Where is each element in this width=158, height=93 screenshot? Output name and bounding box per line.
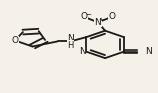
Text: H: H bbox=[67, 41, 73, 50]
Text: N: N bbox=[79, 47, 86, 56]
Text: O: O bbox=[109, 12, 116, 21]
Text: −: − bbox=[85, 12, 91, 18]
Text: N: N bbox=[67, 34, 74, 43]
Text: N: N bbox=[95, 18, 101, 27]
Text: O: O bbox=[80, 12, 87, 21]
Text: +: + bbox=[99, 17, 104, 23]
Text: N: N bbox=[145, 47, 152, 56]
Text: O: O bbox=[12, 36, 18, 45]
